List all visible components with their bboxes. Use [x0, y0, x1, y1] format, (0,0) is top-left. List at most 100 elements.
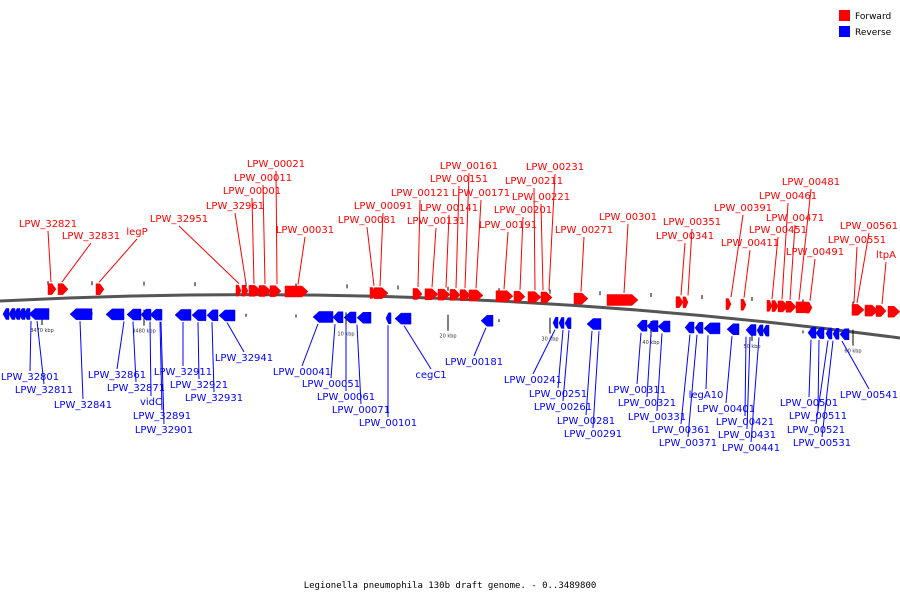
forward-gene-label[interactable]: LPW_00131	[407, 216, 465, 227]
reverse-gene[interactable]	[726, 323, 740, 336]
reverse-gene[interactable]	[69, 308, 93, 320]
forward-gene-label[interactable]: LPW_00161	[440, 161, 498, 172]
reverse-gene-label[interactable]: LPW_32841	[54, 400, 112, 411]
forward-gene-label[interactable]: LPW_00481	[782, 177, 840, 188]
forward-gene-label[interactable]: LPW_32831	[62, 231, 120, 242]
forward-gene[interactable]	[725, 298, 732, 310]
reverse-gene-label[interactable]: LPW_00291	[564, 429, 622, 440]
reverse-gene-label[interactable]: LPW_00371	[659, 438, 717, 449]
forward-gene-label[interactable]: LPW_00211	[505, 176, 563, 187]
forward-gene[interactable]	[864, 304, 879, 317]
reverse-gene-label[interactable]: LPW_00421	[716, 417, 774, 428]
reverse-gene-label[interactable]: LPW_32801	[1, 372, 59, 383]
reverse-gene[interactable]	[149, 308, 163, 321]
forward-gene-label[interactable]: LPW_00191	[479, 220, 537, 231]
forward-gene-label[interactable]: LPW_00491	[786, 247, 844, 258]
reverse-gene[interactable]	[140, 308, 152, 321]
forward-gene[interactable]	[468, 289, 484, 302]
forward-gene[interactable]	[424, 288, 439, 301]
reverse-gene-label[interactable]: LPW_00181	[445, 357, 503, 368]
reverse-gene[interactable]	[218, 309, 236, 322]
reverse-gene[interactable]	[385, 312, 392, 325]
forward-gene[interactable]	[248, 285, 262, 297]
forward-gene-label[interactable]: LPW_00301	[599, 212, 657, 223]
forward-gene-label[interactable]: LPW_00081	[338, 215, 396, 226]
reverse-gene[interactable]	[564, 317, 572, 329]
reverse-gene[interactable]	[694, 322, 704, 334]
reverse-gene[interactable]	[105, 308, 125, 321]
forward-gene-label[interactable]: LPW_00221	[512, 192, 570, 203]
reverse-gene-label[interactable]: LPW_00441	[722, 443, 780, 454]
reverse-gene[interactable]	[839, 328, 850, 341]
reverse-gene[interactable]	[756, 324, 764, 337]
reverse-gene-label[interactable]: LPW_00501	[780, 398, 838, 409]
reverse-gene-label[interactable]: LPW_32891	[133, 411, 191, 422]
forward-gene-label[interactable]: LPW_00151	[430, 174, 488, 185]
forward-gene[interactable]	[851, 304, 865, 316]
forward-gene[interactable]	[540, 291, 553, 304]
reverse-gene[interactable]	[8, 308, 16, 320]
reverse-gene[interactable]	[703, 322, 721, 335]
reverse-gene-label[interactable]: LPW_00331	[628, 412, 686, 423]
forward-gene-label[interactable]: LPW_00171	[452, 188, 510, 199]
reverse-gene-label[interactable]: LPW_32941	[215, 353, 273, 364]
forward-gene[interactable]	[235, 284, 242, 297]
forward-gene[interactable]	[459, 289, 471, 301]
forward-gene[interactable]	[766, 300, 773, 312]
forward-gene-label[interactable]: LPW_00271	[555, 225, 613, 236]
reverse-gene[interactable]	[832, 328, 840, 340]
reverse-gene[interactable]	[356, 312, 372, 324]
forward-gene-label[interactable]: LPW_00011	[234, 173, 292, 184]
reverse-gene[interactable]	[646, 320, 659, 332]
forward-gene[interactable]	[675, 296, 684, 308]
forward-gene[interactable]	[449, 289, 461, 301]
forward-gene[interactable]	[573, 292, 589, 305]
reverse-gene[interactable]	[28, 308, 50, 320]
reverse-gene[interactable]	[745, 324, 757, 336]
forward-gene[interactable]	[47, 283, 57, 295]
reverse-gene-label[interactable]: LPW_32811	[15, 385, 73, 396]
reverse-gene[interactable]	[558, 317, 565, 329]
forward-gene-label[interactable]: LPW_00001	[223, 186, 281, 197]
reverse-gene-label[interactable]: LPW_00281	[557, 416, 615, 427]
reverse-gene-label[interactable]: LPW_00251	[529, 389, 587, 400]
reverse-gene[interactable]	[126, 308, 142, 321]
reverse-gene[interactable]	[480, 314, 494, 327]
reverse-gene-label[interactable]: LPW_00051	[302, 379, 360, 390]
reverse-gene[interactable]	[191, 309, 207, 321]
reverse-gene[interactable]	[18, 308, 26, 320]
forward-gene-label[interactable]: LPW_00341	[656, 231, 714, 242]
forward-gene-label[interactable]: LPW_00551	[828, 235, 886, 246]
reverse-gene-label[interactable]: LPW_32931	[185, 393, 243, 404]
forward-gene-label[interactable]: LPW_00121	[391, 188, 449, 199]
reverse-gene[interactable]	[206, 309, 219, 322]
forward-gene-label[interactable]: LPW_00391	[714, 203, 772, 214]
reverse-gene[interactable]	[586, 318, 602, 330]
forward-gene-label[interactable]: LPW_00351	[663, 217, 721, 228]
reverse-gene-label[interactable]: LPW_00511	[789, 411, 847, 422]
forward-gene[interactable]	[771, 300, 779, 312]
reverse-gene-label[interactable]: legA10	[689, 390, 724, 401]
reverse-gene-label[interactable]: LPW_32871	[107, 383, 165, 394]
reverse-gene-label[interactable]: LPW_00261	[534, 402, 592, 413]
reverse-gene-label[interactable]: LPW_00531	[793, 438, 851, 449]
forward-gene[interactable]	[284, 285, 309, 298]
forward-gene[interactable]	[269, 285, 282, 297]
reverse-gene-label[interactable]: LPW_00101	[359, 418, 417, 429]
forward-gene[interactable]	[740, 298, 747, 311]
forward-gene[interactable]	[373, 287, 389, 299]
reverse-gene[interactable]	[2, 308, 10, 320]
forward-gene-label[interactable]: LPW_00561	[840, 221, 898, 232]
reverse-gene-label[interactable]: LPW_32911	[154, 367, 212, 378]
forward-gene[interactable]	[495, 290, 514, 302]
reverse-gene[interactable]	[807, 326, 817, 339]
forward-gene-label[interactable]: LPW_00411	[721, 238, 779, 249]
forward-gene[interactable]	[527, 291, 542, 303]
reverse-gene-label[interactable]: LPW_00521	[787, 425, 845, 436]
forward-gene[interactable]	[412, 288, 423, 300]
forward-gene[interactable]	[95, 283, 105, 296]
forward-gene-label[interactable]: LPW_32821	[19, 219, 77, 230]
reverse-gene[interactable]	[825, 327, 833, 340]
reverse-gene-label[interactable]: LPW_00401	[697, 404, 755, 415]
reverse-gene[interactable]	[552, 317, 559, 329]
